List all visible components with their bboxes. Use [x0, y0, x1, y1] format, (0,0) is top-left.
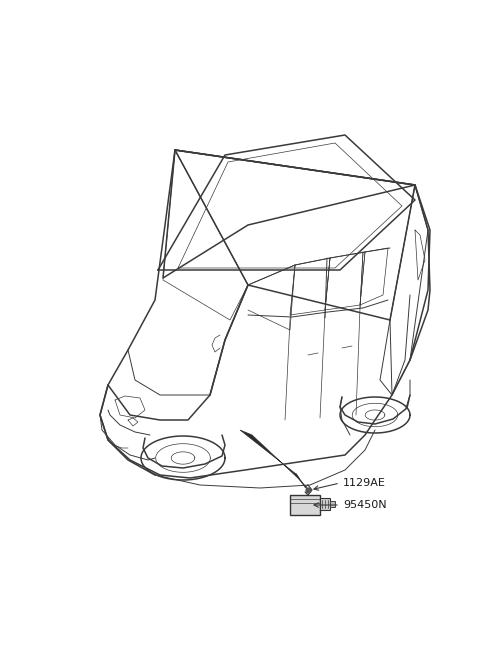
Bar	[290, 495, 320, 515]
Bar	[330, 501, 335, 507]
Bar	[320, 498, 330, 510]
Polygon shape	[240, 430, 300, 480]
Text: 1129AE: 1129AE	[343, 478, 386, 488]
Text: 95450N: 95450N	[343, 500, 386, 510]
